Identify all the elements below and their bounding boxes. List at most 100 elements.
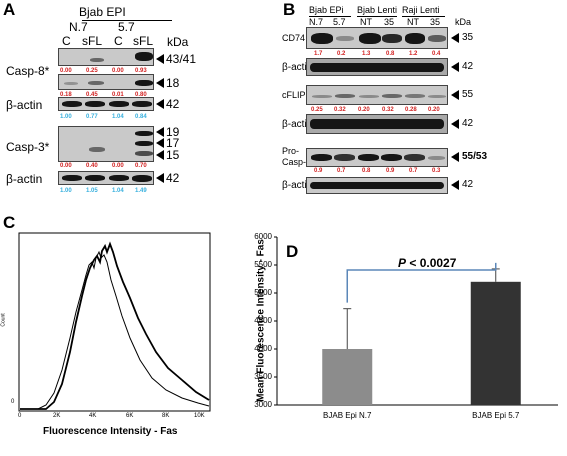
casp3-q3: 0.00 (112, 163, 124, 169)
casp3-arrow-19 (156, 127, 164, 137)
panel-a-group-1: N.7 (69, 20, 88, 34)
panel-b-header-line-3 (402, 16, 445, 17)
panel-b-kda: kDa (455, 17, 472, 27)
casp3-mw-19: 19 (166, 125, 180, 139)
cd74-blot (306, 27, 448, 49)
casp3-q4: 0.70 (135, 163, 147, 169)
panel-b-header-3: Raji Lenti (402, 5, 440, 15)
cflip-q4: 0.32 (382, 107, 394, 113)
actin-b2-mw: 42 (462, 118, 474, 129)
cflip-band-3 (359, 95, 379, 98)
casp8-mw-1: 43/41 (166, 52, 197, 66)
casp8-q2-3: 0.01 (112, 92, 124, 98)
actin-b2-label: β-actin (282, 119, 313, 130)
actin-a2-blot (58, 171, 154, 185)
panel-a-lane-2: sFL (82, 34, 103, 48)
casp3-q1: 0.00 (60, 163, 72, 169)
panel-a-lane-4: sFL (133, 34, 154, 48)
bar-2 (470, 281, 521, 405)
panel-b-lane-1: N.7 (309, 17, 324, 27)
casp3-q2: 0.40 (86, 163, 98, 169)
casp8-q1-3: 0.00 (112, 68, 124, 74)
bar-chart-ytick-label: 5500 (254, 260, 272, 269)
actin-b3-blot (306, 177, 448, 194)
actin-a1-band4 (132, 101, 152, 107)
cflip-q5: 0.28 (405, 107, 417, 113)
actin-a1-label: β-actin (6, 98, 43, 112)
casp8-band18-lane1 (64, 82, 78, 85)
panel-c-label: C (3, 213, 16, 232)
casp3-arrow-17 (156, 138, 164, 148)
actin-a2-q2: 1.05 (86, 188, 98, 194)
procasp8-label-2: Casp-8 (282, 157, 312, 167)
panel-b-header-1: Bjab EPi (309, 5, 344, 15)
actin-a2-q1: 1.00 (60, 188, 72, 194)
actin-b3-band (310, 182, 444, 189)
casp3-arrow-15 (156, 150, 164, 160)
cd74-band-6 (428, 35, 446, 42)
bar-chart-ytick-label: 4500 (254, 316, 272, 325)
casp8-band18-lane2 (88, 81, 104, 85)
histogram-xtick-6k: 6K (126, 413, 134, 419)
casp8-q2-4: 0.80 (135, 92, 147, 98)
actin-a2-band4 (132, 175, 152, 182)
cflip-band-5 (405, 94, 425, 98)
cd74-q2: 0.2 (337, 51, 346, 57)
histogram-xtick-0: 0 (18, 413, 22, 419)
casp3-band15-lane4 (135, 151, 153, 156)
cd74-q1: 1.7 (314, 51, 323, 57)
actin-a1-band1 (62, 101, 82, 107)
procasp8-label-1: Pro- (282, 146, 300, 156)
procasp8-q5: 0.7 (409, 168, 418, 174)
histogram-curve-57 (20, 241, 210, 410)
histogram-xtick-10k: 10K (194, 413, 205, 419)
procasp8-band-2 (334, 154, 355, 161)
procasp8-q4: 0.9 (386, 168, 395, 174)
bar-chart-ytick-label: 6000 (254, 232, 272, 241)
histogram-plot (18, 232, 211, 412)
cflip-band-2 (335, 94, 355, 98)
bar-chart-pvalue: P < 0.0027 (398, 256, 456, 270)
cd74-band-3 (359, 33, 381, 44)
casp8-q1-4: 0.93 (135, 68, 147, 74)
cflip-q1: 0.25 (311, 107, 323, 113)
bar-chart-ytick-label: 4000 (254, 344, 272, 353)
cflip-q2: 0.32 (334, 107, 346, 113)
casp3-band17-lane4 (135, 141, 153, 146)
panel-a-kda: kDa (167, 35, 189, 49)
cd74-q3: 1.3 (362, 51, 371, 57)
casp8-label: Casp-8* (6, 64, 50, 78)
procasp8-band-3 (358, 154, 379, 161)
actin-b1-band (310, 63, 444, 72)
procasp8-arrow (451, 152, 459, 162)
procasp8-q2: 0.7 (337, 168, 346, 174)
actin-a2-mw: 42 (166, 171, 180, 185)
panel-a-group-2: 5.7 (118, 20, 135, 34)
cflip-band-4 (382, 94, 402, 98)
casp8-q1-1: 0.00 (60, 68, 72, 74)
cflip-mw: 55 (462, 89, 474, 100)
cflip-q3: 0.20 (358, 107, 370, 113)
procasp8-mw: 55/53 (462, 151, 488, 162)
histogram-curve-n7 (20, 250, 210, 410)
procasp8-q6: 0.3 (432, 168, 441, 174)
panel-b-header-2: Bjab Lenti (357, 5, 398, 15)
panel-b-lane-3: NT (360, 17, 372, 27)
panel-a-lane-3: C (114, 34, 123, 48)
actin-b3-label: β-actin (282, 180, 313, 191)
casp8-blot-upper (58, 48, 154, 66)
cd74-band-4 (382, 34, 402, 43)
histogram-xtick-4k: 4K (89, 413, 97, 419)
cflip-blot (306, 85, 448, 105)
casp3-band-lane2 (89, 147, 105, 152)
actin-b1-blot (306, 58, 448, 76)
panel-b-lane-4: 35 (384, 17, 395, 27)
cd74-q4: 0.8 (386, 51, 395, 57)
actin-a2-band3 (109, 175, 129, 181)
bar-chart-category-label: BJAB Epi 5.7 (472, 411, 520, 420)
actin-a2-band2 (85, 175, 105, 181)
pvalue-italic: P (398, 256, 407, 270)
actin-a2-q4: 1.49 (135, 188, 147, 194)
actin-b1-arrow (451, 62, 459, 72)
bar-chart (274, 236, 558, 406)
